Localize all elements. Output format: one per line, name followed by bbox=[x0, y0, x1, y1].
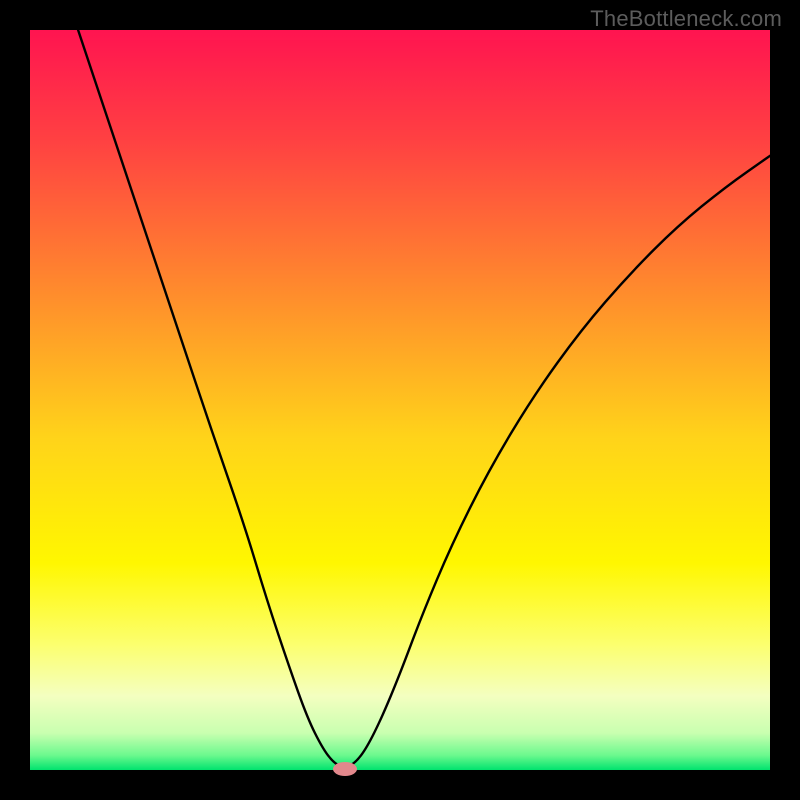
optimum-marker bbox=[333, 762, 357, 776]
bottleneck-curve bbox=[30, 30, 770, 770]
plot-area bbox=[30, 30, 770, 770]
chart-frame: TheBottleneck.com bbox=[0, 0, 800, 800]
watermark-text: TheBottleneck.com bbox=[590, 6, 782, 32]
